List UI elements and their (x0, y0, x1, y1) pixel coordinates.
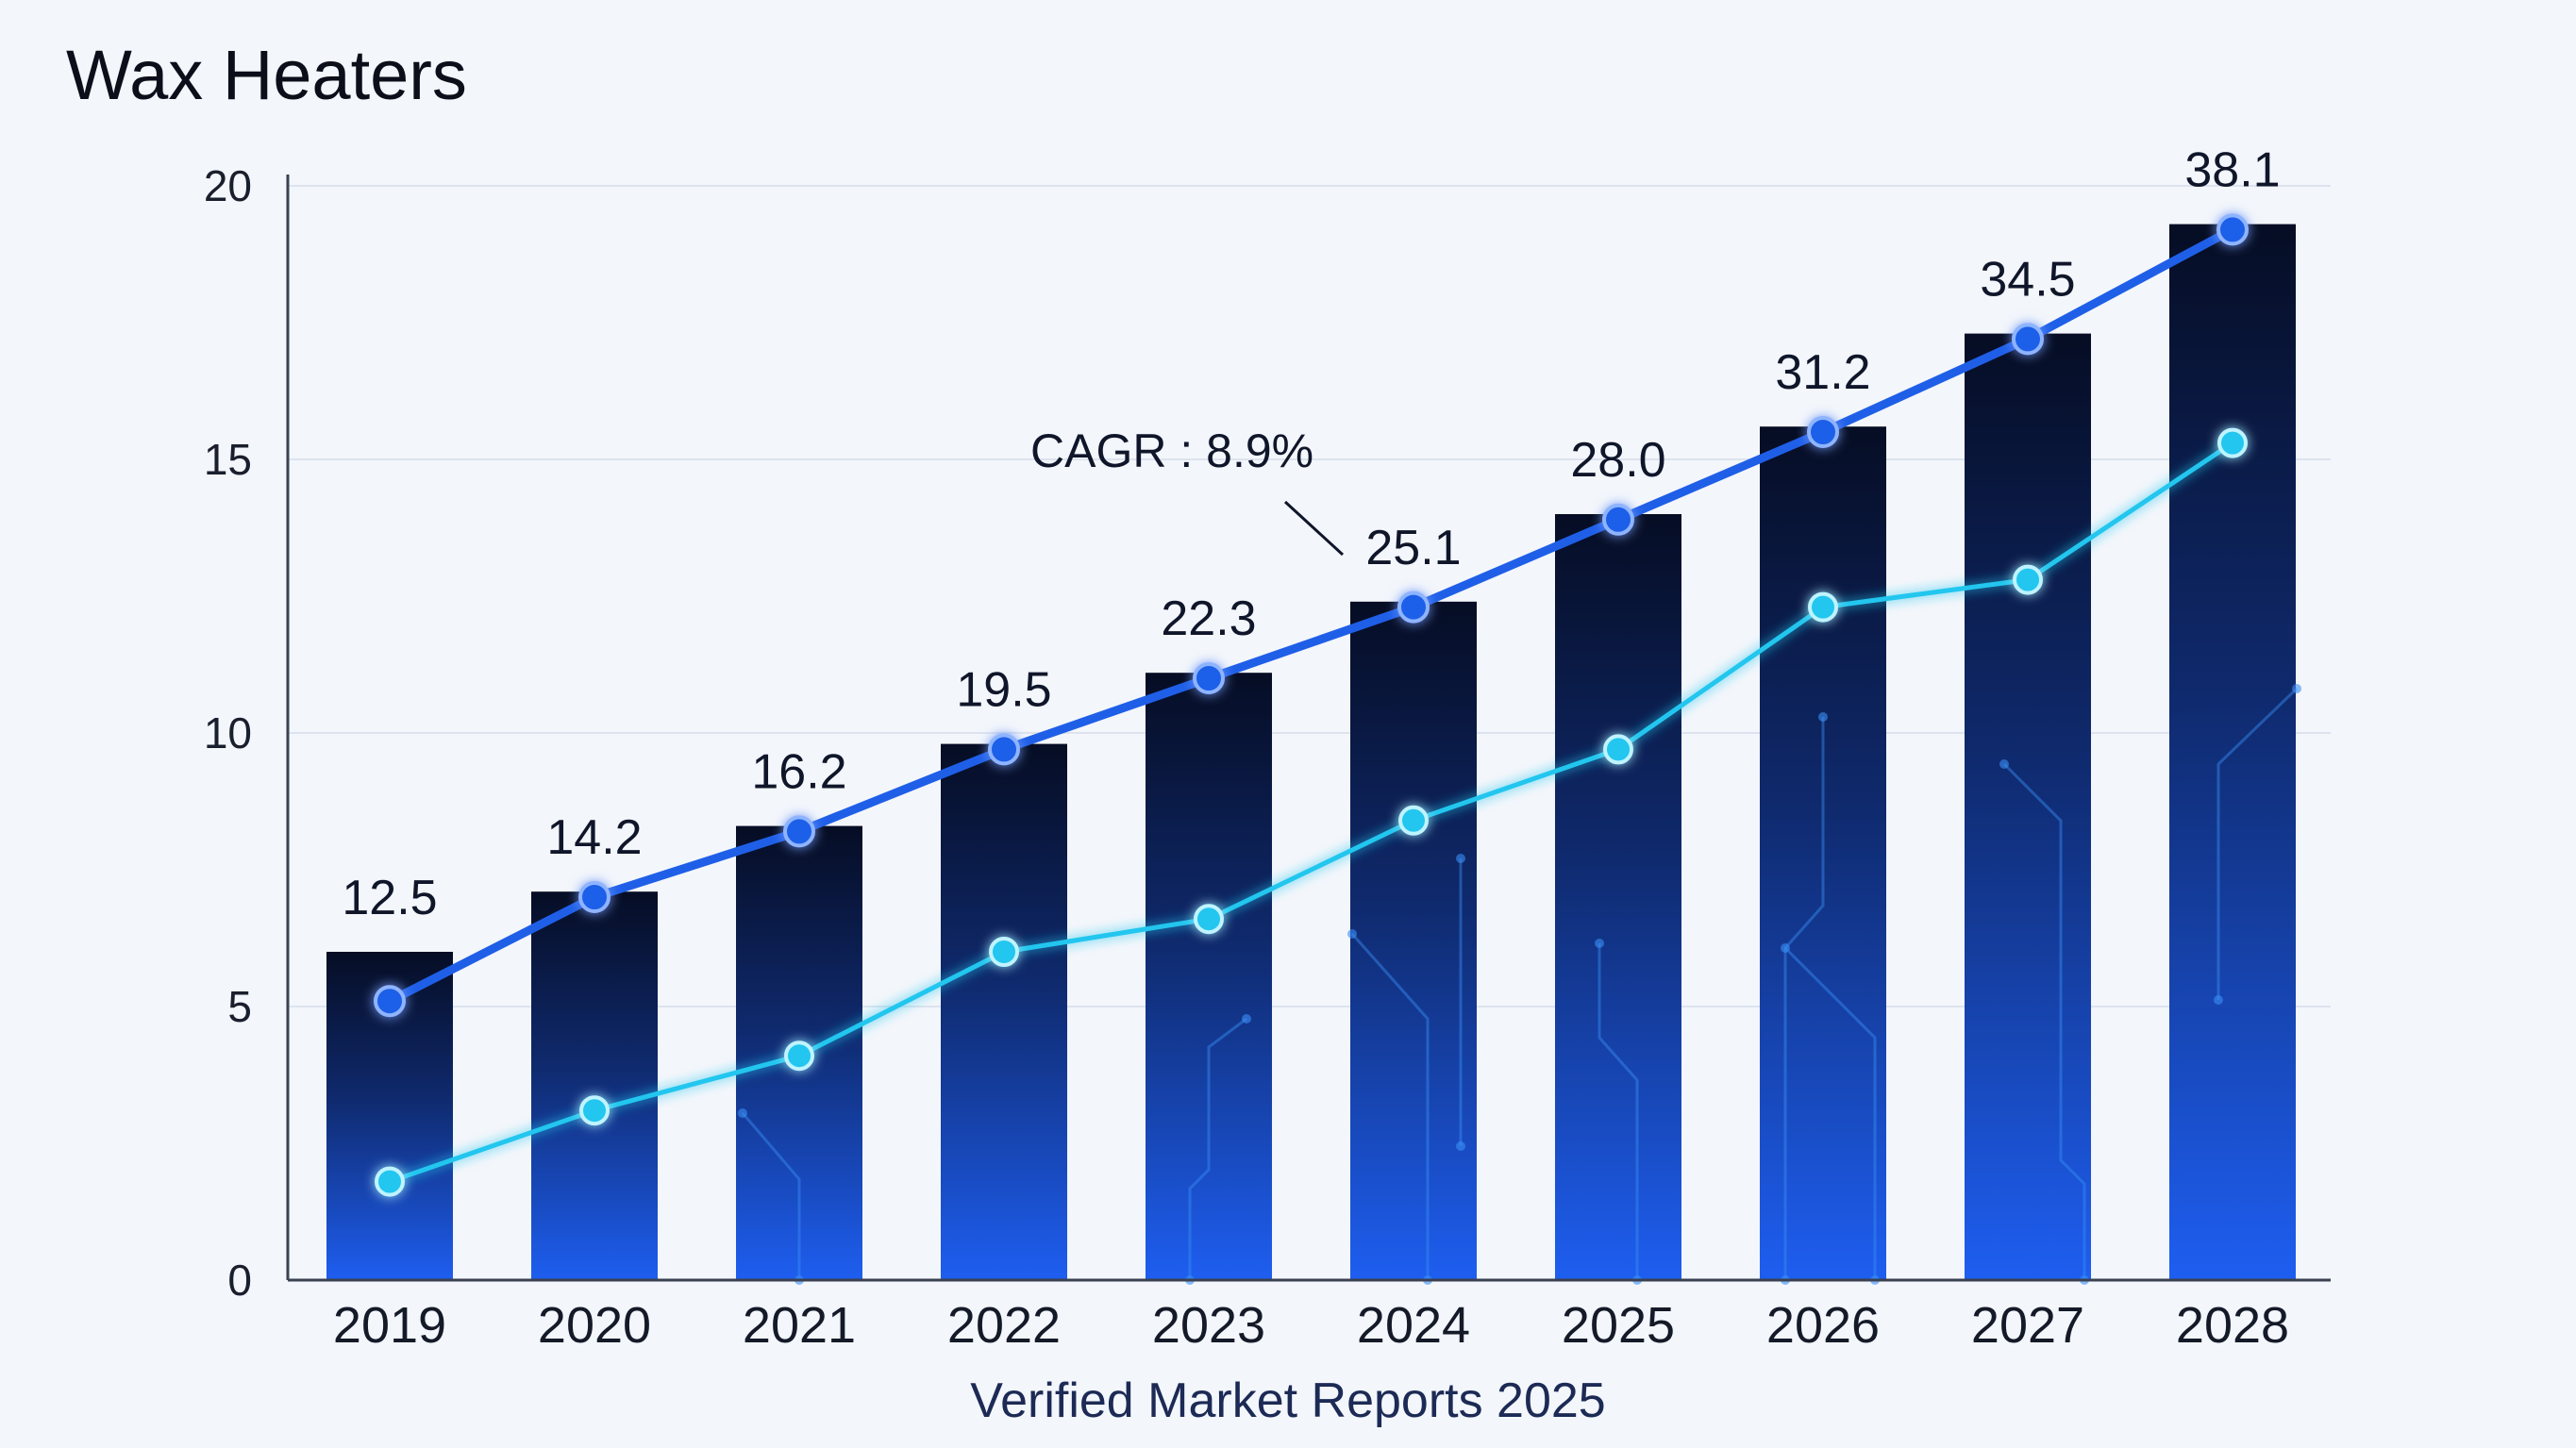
chart-title: Wax Heaters (66, 36, 467, 114)
circuit-trace (1783, 717, 1825, 1280)
x-tick-label: 2027 (1971, 1297, 2084, 1354)
point-primary-2019 (374, 985, 406, 1018)
circuit-node (1242, 1014, 1251, 1024)
bars (326, 224, 2296, 1281)
x-tick-label: 2020 (538, 1297, 651, 1354)
circuit-trace (2216, 687, 2299, 1000)
x-tick-label: 2024 (1357, 1297, 1470, 1354)
series-line-secondary (389, 441, 2234, 1184)
circuit-trace (2002, 762, 2086, 1280)
point-primary-2021 (783, 815, 815, 848)
point-secondary-2021 (784, 1040, 814, 1072)
series-line-primary (387, 225, 2235, 1006)
y-tick-label: 10 (204, 708, 252, 757)
circuit-trace (1597, 943, 1639, 1280)
bar-2023 (1146, 673, 1272, 1280)
circuit-trace (1350, 933, 1430, 1280)
data-label: 14.2 (546, 810, 642, 865)
x-tick-label: 2025 (1562, 1297, 1675, 1354)
bar-2020 (531, 891, 658, 1280)
circuit-node (738, 1108, 747, 1118)
circuit-node (1818, 712, 1828, 722)
x-tick-label: 2021 (743, 1297, 856, 1354)
data-label: 19.5 (956, 663, 1051, 718)
x-tick-label: 2028 (2176, 1297, 2289, 1354)
point-secondary-2024 (1398, 805, 1429, 836)
circuit-trace (1188, 1017, 1247, 1280)
y-tick-label: 20 (204, 161, 252, 210)
data-label: 31.2 (1775, 345, 1870, 400)
data-label: 38.1 (2184, 143, 2280, 198)
data-label: 16.2 (751, 745, 846, 800)
y-tick-label: 15 (204, 435, 252, 484)
point-secondary-2022 (989, 937, 1019, 967)
circuit-node (1456, 854, 1465, 863)
point-secondary-2026 (1808, 591, 1838, 623)
y-tick-label: 5 (227, 982, 252, 1031)
data-label: 28.0 (1570, 433, 1665, 488)
point-primary-2026 (1807, 416, 1839, 448)
point-secondary-2027 (2013, 564, 2043, 595)
x-tick-labels: 2019 2020 2021 2022 2023 2024 2025 2026 2027 2028 (333, 1297, 2289, 1354)
point-primary-2023 (1193, 662, 1225, 694)
y-tick-label: 0 (227, 1256, 252, 1305)
point-secondary-2020 (579, 1095, 610, 1126)
circuit-node (1595, 939, 1604, 948)
point-primary-2024 (1397, 591, 1430, 624)
bar-2027 (1965, 333, 2091, 1281)
circuit-node (1347, 929, 1357, 939)
circuit-trace (1783, 946, 1877, 1280)
point-secondary-2025 (1603, 734, 1633, 765)
point-primary-2022 (988, 733, 1020, 766)
x-tick-label: 2022 (947, 1297, 1061, 1354)
x-axis-label: Verified Market Reports 2025 (970, 1373, 1605, 1428)
bar-2024 (1350, 601, 1477, 1280)
circuit-node (2292, 684, 2301, 693)
x-tick-label: 2019 (333, 1297, 446, 1354)
point-secondary-2019 (375, 1166, 405, 1197)
point-secondary-2028 (2217, 427, 2248, 458)
point-primary-2025 (1602, 503, 1634, 536)
series-lines (374, 213, 2249, 1197)
circuit-decoration (738, 684, 2301, 1285)
bar-2022 (941, 743, 1067, 1280)
bar-2026 (1760, 426, 1886, 1280)
data-label: 22.3 (1161, 591, 1256, 646)
x-tick-label: 2026 (1766, 1297, 1880, 1354)
data-labels: 12.5 14.2 16.2 19.5 22.3 25.1 28.0 31.2 34.5 38.1 (342, 143, 2280, 925)
x-tick-label: 2023 (1152, 1297, 1265, 1354)
circuit-node (2214, 995, 2223, 1005)
cagr-pointer (1283, 500, 1345, 557)
point-secondary-2023 (1194, 904, 1224, 935)
circuit-node (1781, 943, 1790, 953)
point-primary-2027 (2012, 323, 2044, 356)
circuit-trace (741, 1112, 801, 1280)
data-label: 25.1 (1365, 521, 1461, 575)
circuit-node (1999, 759, 2009, 769)
data-label: 12.5 (342, 871, 437, 925)
bar-2025 (1555, 514, 1681, 1280)
point-primary-2028 (2216, 213, 2249, 246)
data-label: 34.5 (1980, 253, 2075, 308)
circuit-node (1456, 1141, 1465, 1151)
bar-2028 (2169, 224, 2296, 1281)
cagr-annotation: CAGR : 8.9% (1030, 424, 1313, 477)
y-tick-labels: 0 5 10 15 20 (204, 161, 252, 1305)
point-primary-2020 (578, 881, 611, 913)
